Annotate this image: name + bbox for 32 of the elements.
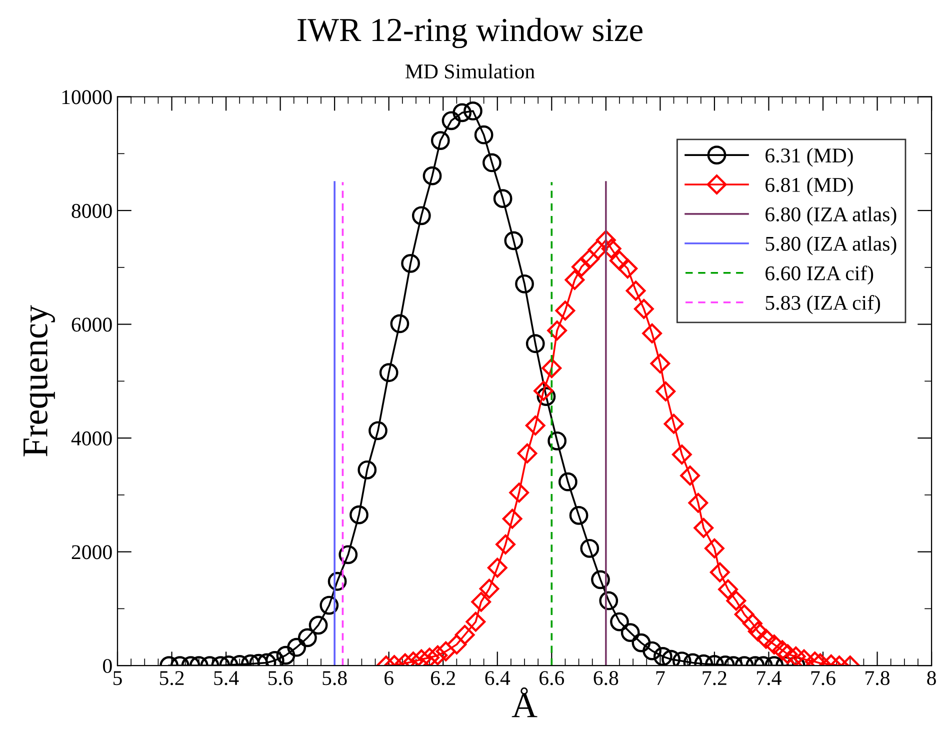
x-tick-label: 6.4 [485, 671, 510, 686]
legend-label: 6.60 IZA cif) [766, 265, 874, 285]
x-tick-label: 8 [927, 671, 936, 686]
x-tick-label: 7.6 [811, 671, 836, 686]
x-tick-label: 7.2 [702, 671, 726, 686]
x-tick-label: 5.2 [160, 671, 184, 686]
legend-label: 5.80 (IZA atlas) [766, 236, 896, 256]
y-tick-label: 10000 [62, 90, 112, 104]
chart-subtitle: MD Simulation [405, 64, 535, 79]
x-tick-label: 6.6 [540, 671, 564, 686]
chart-title: IWR 12-ring window size [298, 18, 642, 48]
x-tick-label: 5.6 [268, 671, 293, 686]
x-tick-label: 6 [384, 671, 394, 686]
y-tick-label: 6000 [72, 318, 112, 332]
y-tick-label: 2000 [72, 545, 112, 560]
legend-label: 6.80 (IZA atlas) [766, 206, 896, 226]
y-tick-label: 8000 [72, 204, 112, 218]
x-tick-label: 5.4 [214, 671, 239, 686]
x-tick-label: 5.8 [322, 671, 347, 686]
x-tick-label: 5 [114, 671, 122, 686]
y-tick-label: 0 [103, 658, 112, 673]
x-tick-label: 7.8 [866, 671, 890, 686]
x-axis-title: Å [512, 687, 538, 718]
legend-label: 6.81 (MD) [766, 177, 853, 196]
x-tick-label: 7.4 [757, 671, 782, 686]
x-tick-label: 7 [656, 671, 665, 685]
x-tick-label: 6.2 [430, 671, 455, 686]
y-tick-label: 4000 [71, 431, 112, 446]
legend-label: 5.83 (IZA cif) [766, 295, 880, 314]
legend-label: 6.31 (MD) [766, 148, 853, 167]
y-axis-title: Frequency [24, 305, 55, 456]
x-tick-label: 6.8 [594, 671, 618, 686]
